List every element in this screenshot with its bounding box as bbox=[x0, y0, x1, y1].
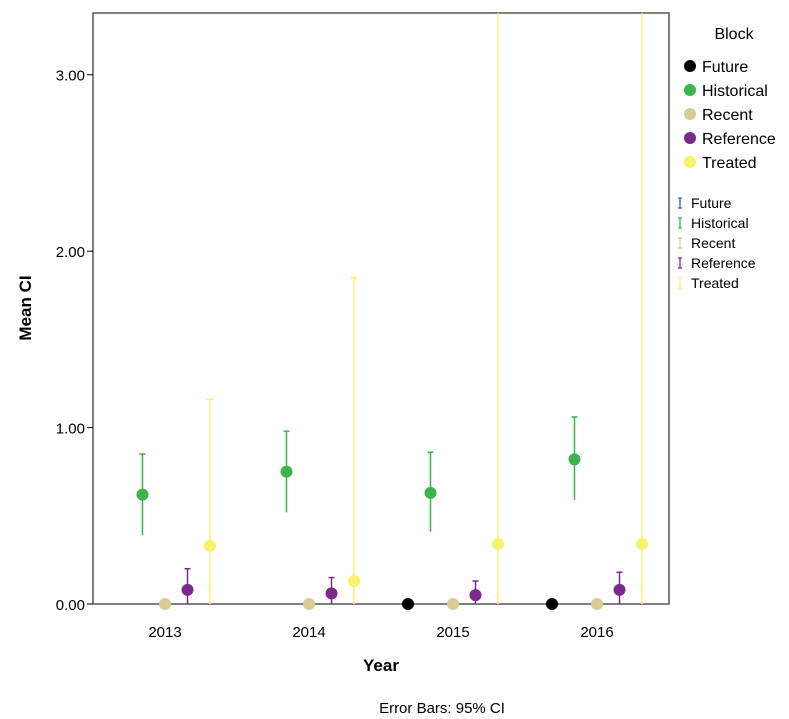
legend-markers: Future Historical Recent Reference Treated bbox=[684, 59, 776, 172]
legend-label-reference: Reference bbox=[702, 131, 776, 148]
plot-marks bbox=[136, 13, 648, 610]
point-reference-2015 bbox=[469, 589, 482, 602]
y-axis-label: Mean CI bbox=[16, 275, 35, 340]
point-recent-2015 bbox=[447, 598, 459, 610]
point-historical-2014 bbox=[280, 465, 293, 478]
y-tick-label-2: 2.00 bbox=[56, 244, 85, 261]
legend-errlabel-treated: Treated bbox=[691, 275, 739, 291]
x-tick-label-3: 2016 bbox=[580, 624, 613, 641]
point-recent-2013 bbox=[159, 598, 171, 610]
point-historical-2013 bbox=[136, 488, 149, 501]
legend-label-recent: Recent bbox=[702, 107, 753, 124]
legend-label-treated: Treated bbox=[702, 155, 757, 172]
x-tick-label-0: 2013 bbox=[148, 624, 181, 641]
x-tick-label-1: 2014 bbox=[292, 624, 325, 641]
legend-label-historical: Historical bbox=[702, 83, 768, 100]
footnote: Error Bars: 95% CI bbox=[379, 700, 505, 717]
point-historical-2015 bbox=[424, 486, 437, 499]
point-future-2016 bbox=[546, 598, 558, 610]
legend-errlabel-recent: Recent bbox=[691, 235, 735, 251]
legend-errlabel-future: Future bbox=[691, 195, 732, 211]
legend-errlabel-historical: Historical bbox=[691, 215, 749, 231]
y-tick-label-0: 0.00 bbox=[56, 597, 85, 614]
legend-title: Block bbox=[714, 26, 754, 43]
point-treated-2016 bbox=[636, 538, 648, 551]
legend-marker-treated bbox=[684, 156, 696, 168]
point-reference-2016 bbox=[613, 583, 626, 596]
legend-marker-historical bbox=[684, 84, 696, 96]
legend-error-bars: Future Historical Recent Reference Treated bbox=[678, 195, 756, 291]
point-recent-2014 bbox=[303, 598, 315, 610]
point-future-2015 bbox=[402, 598, 414, 610]
legend-marker-future bbox=[684, 60, 696, 72]
legend-errlabel-reference: Reference bbox=[691, 255, 756, 271]
point-treated-2015 bbox=[492, 538, 504, 551]
x-axis: 2013 2014 2015 2016 bbox=[148, 604, 614, 641]
point-recent-2016 bbox=[591, 598, 603, 610]
y-tick-label-3: 3.00 bbox=[56, 68, 85, 85]
point-reference-2014 bbox=[325, 587, 338, 600]
point-reference-2013 bbox=[181, 583, 194, 596]
point-treated-2013 bbox=[204, 539, 216, 552]
legend-marker-reference bbox=[684, 132, 696, 144]
x-axis-label: Year bbox=[363, 656, 399, 675]
plot-frame bbox=[92, 12, 670, 605]
point-treated-2014 bbox=[348, 575, 360, 588]
legend-marker-recent bbox=[684, 108, 696, 120]
point-historical-2016 bbox=[568, 453, 581, 466]
x-tick-label-2: 2015 bbox=[436, 624, 469, 641]
legend-label-future: Future bbox=[702, 59, 748, 76]
y-axis: 0.00 1.00 2.00 3.00 bbox=[56, 68, 93, 614]
y-tick-label-1: 1.00 bbox=[56, 421, 85, 438]
